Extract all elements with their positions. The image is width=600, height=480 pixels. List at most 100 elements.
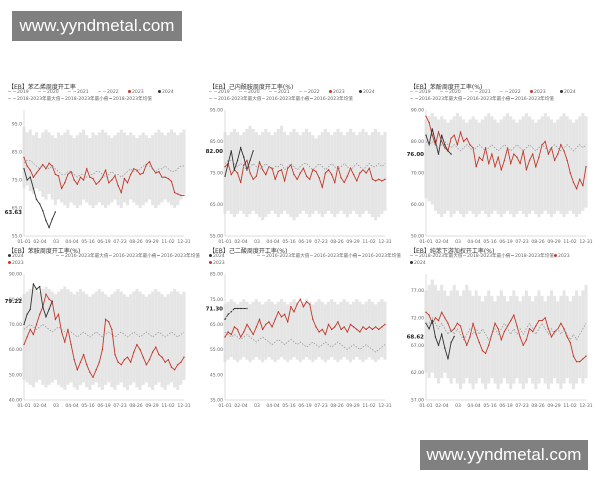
legend-label: 2023	[333, 90, 345, 95]
band-bar	[292, 299, 296, 358]
data-point-2023	[356, 328, 358, 331]
data-point-2023	[381, 180, 383, 182]
data-point-2023	[111, 328, 113, 331]
data-point-2023	[145, 364, 148, 366]
legend-item[interactable]: 2023	[128, 90, 144, 96]
band-bar	[223, 132, 227, 214]
legend-item[interactable]: 2019	[209, 90, 230, 96]
data-point-2023	[500, 339, 502, 341]
legend-item[interactable]: 2016-2023年均值	[305, 97, 353, 103]
band-bar	[179, 294, 183, 385]
legend-item[interactable]: 2023	[530, 90, 546, 96]
legend-item[interactable]: 2016-2023年最小值	[458, 97, 510, 103]
x-tick-label: 01-01	[17, 403, 30, 409]
legend-item[interactable]: 2024	[8, 254, 24, 260]
band-bar	[446, 122, 450, 211]
legend-item[interactable]: 2016-2023年均值	[353, 254, 401, 260]
band-bar	[518, 301, 522, 384]
legend-item[interactable]: 2021	[269, 90, 290, 96]
legend-item[interactable]: 2016-2023年最大值	[56, 254, 108, 260]
data-point-2023	[104, 318, 107, 321]
data-point-2023	[117, 184, 119, 187]
legend-item[interactable]: 2023	[329, 90, 345, 96]
band-bar	[543, 113, 547, 211]
data-point-2023	[155, 346, 157, 348]
legend-item[interactable]: 2022	[299, 90, 320, 96]
legend-item[interactable]: 2020	[440, 90, 461, 96]
data-point-2023	[155, 172, 157, 174]
legend-item[interactable]: 2020	[239, 90, 260, 96]
band-bar	[147, 138, 152, 200]
legend-item[interactable]: 2023	[209, 261, 225, 267]
legend-item[interactable]: 2019	[410, 90, 431, 96]
data-point-2023	[145, 163, 148, 166]
band-bar	[144, 135, 148, 203]
x-tick-label: 11-02	[362, 239, 375, 245]
legend-item[interactable]: 2021	[68, 90, 89, 96]
band-bar	[22, 294, 26, 380]
data-point-2023	[497, 156, 499, 158]
legend-item[interactable]: 2016-2023年均值	[506, 97, 554, 103]
data-point-2024	[51, 218, 53, 220]
legend-item[interactable]: 2016-2023年均值	[152, 254, 200, 260]
band-bar	[515, 295, 519, 379]
legend-label: 2016-2023年最大值	[218, 97, 262, 102]
legend-item[interactable]: 2018-2023年均值	[506, 254, 554, 260]
data-point-2023	[522, 150, 524, 152]
legend-item[interactable]: 2018-2023年最小值	[56, 97, 108, 103]
band-bar	[537, 290, 541, 384]
band-bar	[232, 301, 236, 360]
legend-item[interactable]: 2016-2023年最小值	[257, 97, 309, 103]
x-tick-label: 02-04	[435, 239, 448, 245]
legend-item[interactable]: 2016-2023年最大值	[410, 97, 462, 103]
legend-item[interactable]: 2024	[560, 90, 576, 96]
data-point-2023	[365, 328, 367, 331]
chart-svg: 35.00 45.00 55.00 65.00 75.00 85.00 01-01 02-04…	[206, 272, 392, 409]
legend-item[interactable]: 2022	[98, 90, 119, 96]
data-point-2023	[233, 326, 236, 328]
legend-item[interactable]: 2024	[359, 90, 375, 96]
data-point-2023	[86, 168, 88, 170]
band-bar	[499, 290, 503, 384]
band-bar	[509, 116, 513, 214]
legend-item[interactable]: 2024	[209, 254, 225, 260]
legend-item[interactable]: 2016-2023年最大值	[209, 97, 261, 103]
data-point-2024	[434, 140, 437, 143]
legend-label: 2016-2023年最大值	[65, 254, 109, 259]
legend-item[interactable]: 2024	[158, 90, 174, 96]
legend-item[interactable]: 2021	[470, 90, 491, 96]
legend-item[interactable]: 2016-2023年最小值	[104, 254, 156, 260]
data-point-2023	[252, 333, 254, 336]
y-tick-label: 57.00	[411, 398, 424, 404]
data-point-2023	[38, 313, 41, 316]
legend-item[interactable]: 2018-2023年最小值	[458, 254, 510, 260]
legend-item[interactable]: 2016-2023年最小值	[305, 254, 357, 260]
legend-item[interactable]: 2016-2023年最大值	[257, 254, 309, 260]
legend-label: 2023	[132, 90, 144, 95]
legend-item[interactable]: 2018-2023年均值	[104, 97, 152, 103]
band-bar	[242, 132, 246, 214]
data-point-2023	[547, 153, 550, 155]
legend-item[interactable]: 2018-2023年最大值	[8, 97, 60, 103]
data-point-2023	[136, 343, 138, 346]
data-point-2023	[45, 168, 47, 170]
data-point-2023	[340, 328, 342, 331]
legend-item[interactable]: 2024	[410, 261, 426, 267]
data-point-2024	[26, 179, 28, 181]
band-bar	[270, 301, 274, 360]
legend-item[interactable]: 2023	[8, 261, 24, 267]
legend-item[interactable]: 2023	[554, 254, 570, 260]
legend-item[interactable]: 2018-2023年最大值	[410, 254, 462, 260]
legend-item[interactable]: 2020	[38, 90, 59, 96]
band-bar	[169, 129, 173, 206]
data-point-2023	[544, 140, 546, 143]
band-bar	[107, 296, 111, 383]
legend-item[interactable]: 2022	[500, 90, 521, 96]
data-point-2023	[371, 328, 374, 331]
band-bar	[383, 301, 387, 360]
legend-item[interactable]: 2019	[8, 90, 29, 96]
data-point-2023	[79, 361, 82, 363]
x-tick-label: 12-31	[378, 239, 391, 245]
x-tick-label: 09-29	[346, 239, 359, 245]
band-bar	[104, 294, 108, 385]
